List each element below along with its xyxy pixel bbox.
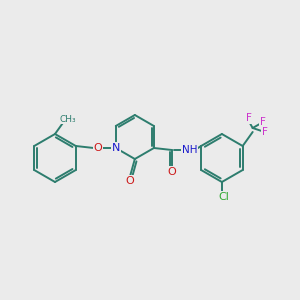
Text: N: N (112, 143, 120, 153)
Text: F: F (262, 127, 268, 137)
Text: O: O (167, 167, 176, 177)
Text: CH₃: CH₃ (60, 115, 76, 124)
Text: Cl: Cl (218, 192, 229, 202)
Text: O: O (93, 143, 102, 153)
Text: NH: NH (182, 145, 198, 155)
Text: F: F (260, 117, 266, 127)
Text: F: F (246, 113, 252, 123)
Text: O: O (125, 176, 134, 186)
